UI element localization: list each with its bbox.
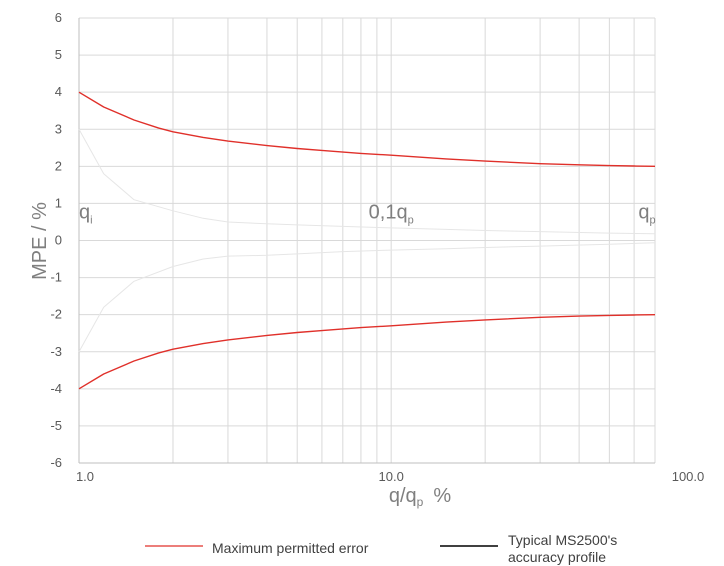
region-labels: qi 0,1qp qp [79, 201, 656, 226]
legend-label-ms2500-line2: accuracy profile [508, 549, 606, 565]
y-tick-label: 6 [55, 10, 62, 25]
y-tick-label: -4 [50, 381, 62, 396]
region-label: qp [638, 201, 655, 226]
x-tick-label: 1.0 [76, 469, 94, 484]
grid [78, 17, 656, 464]
y-tick-label: 1 [55, 195, 62, 210]
y-tick-label: -5 [50, 418, 62, 433]
region-label: 0,1qp [369, 201, 414, 226]
y-axis-title: MPE / % [29, 202, 51, 280]
mpe-upper-line [78, 91, 656, 167]
y-tick-label: 0 [55, 233, 62, 248]
ms2500-lower-line [78, 242, 656, 353]
series-lines [78, 91, 656, 390]
y-tick-label: 2 [55, 158, 62, 173]
x-axis-title: q/qp% [389, 485, 452, 509]
y-tick-label: -2 [50, 307, 62, 322]
legend-label-mpe: Maximum permitted error [212, 540, 369, 556]
x-tick-label: 10.0 [379, 469, 404, 484]
region-label: qi [79, 201, 93, 226]
y-tick-label: -6 [50, 455, 62, 470]
legend: Maximum permitted error Typical MS2500's… [145, 532, 617, 565]
mpe-lower-line [78, 314, 656, 390]
ms2500-upper-line [78, 129, 656, 235]
y-tick-label: 3 [55, 121, 62, 136]
y-tick-label: 5 [55, 47, 62, 62]
legend-label-ms2500-line1: Typical MS2500's [508, 532, 617, 548]
y-tick-label: -1 [50, 270, 62, 285]
x-tick-labels: 1.0 10.0 100.0 [76, 469, 704, 484]
y-tick-labels: 6 5 4 3 2 1 0 -1 -2 -3 -4 -5 -6 [50, 10, 62, 470]
x-tick-label: 100.0 [672, 469, 705, 484]
y-tick-label: -3 [50, 344, 62, 359]
y-tick-label: 4 [55, 84, 62, 99]
